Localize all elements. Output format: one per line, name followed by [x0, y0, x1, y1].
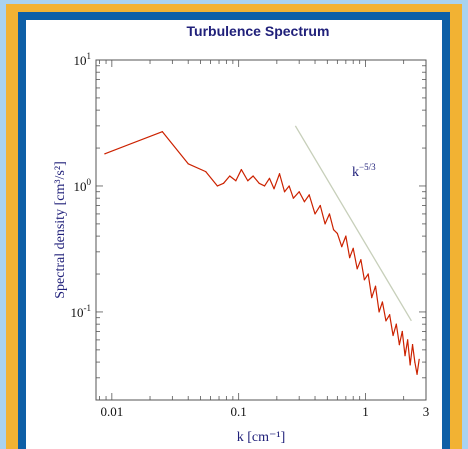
spectrum-data-point — [389, 314, 391, 316]
spectrum-data-point — [247, 180, 249, 182]
y-axis-label: Spectral density [cm³/s²] — [53, 161, 68, 298]
spectrum-data-point — [308, 194, 310, 196]
spectrum-data-point — [263, 185, 266, 187]
y-tick-label: 10-1 — [71, 303, 92, 320]
spectrum-series-points — [104, 131, 420, 375]
spectrum-data-point — [374, 285, 377, 287]
spectrum-data-point — [273, 188, 275, 190]
spectrum-data-point — [381, 301, 384, 303]
axis-ticks — [96, 59, 427, 401]
spectrum-data-point — [328, 213, 331, 215]
spectrum-data-point — [216, 185, 219, 187]
spectrum-data-point — [314, 213, 316, 215]
spectrum-data-point — [298, 191, 300, 193]
spectrum-data-point — [341, 246, 343, 248]
spectrum-data-point — [378, 311, 380, 313]
spectrum-data-point — [409, 364, 411, 366]
spectrum-data-point — [319, 204, 321, 207]
reference-slope-line — [294, 125, 412, 322]
spectrum-data-point — [356, 268, 358, 270]
y-tick-label-exp: 1 — [87, 51, 92, 61]
spectrum-data-point — [416, 373, 418, 375]
spectrum-data-point — [371, 296, 373, 299]
spectrum-data-point — [292, 197, 294, 199]
spectrum-data-point — [324, 223, 326, 225]
spectrum-data-point — [398, 344, 400, 346]
spectrum-data-point — [418, 358, 420, 361]
spectrum-data-point — [352, 247, 354, 249]
spectrum-data-point — [385, 320, 387, 322]
spectrum-data-point — [268, 177, 271, 179]
spectrum-data-point — [283, 191, 286, 193]
spectrum-data-point — [187, 163, 189, 165]
spectrum-data-point — [252, 175, 254, 177]
spectrum-data-point — [104, 153, 106, 155]
reference-slope-label: k−5/3 — [352, 162, 376, 180]
reference-slope-label-base: k — [352, 165, 359, 180]
chart-title: Turbulence Spectrum — [187, 23, 330, 39]
spectrum-data-point — [363, 279, 365, 281]
spectrum-data-point — [235, 180, 237, 182]
spectrum-data-point — [345, 235, 347, 237]
spectrum-data-point — [278, 173, 281, 175]
x-tick-label: 0.1 — [231, 404, 247, 419]
spectrum-data-point — [401, 330, 403, 333]
y-tick-label-base: 10 — [74, 179, 87, 194]
y-tick-label-base: 10 — [71, 305, 84, 320]
spectrum-data-point — [349, 257, 351, 259]
x-axis-label: k [cm⁻¹] — [237, 430, 286, 445]
spectrum-data-point — [336, 232, 338, 235]
spectrum-data-point — [360, 259, 362, 261]
y-tick-label: 100 — [74, 177, 92, 194]
spectrum-data-point — [332, 229, 335, 231]
spectrum-data-point — [392, 334, 394, 337]
reference-slope-label-exp: −5/3 — [359, 162, 376, 172]
spectrum-data-point — [367, 273, 369, 275]
spectrum-data-point — [407, 339, 409, 341]
y-tick-label-base: 10 — [74, 53, 87, 68]
spectrum-data-point — [205, 171, 207, 173]
spectrum-data-point — [411, 344, 414, 346]
y-tick-label-exp: -1 — [84, 303, 92, 313]
spectrum-data-point — [161, 131, 163, 133]
chart-panel — [26, 20, 442, 449]
spectrum-data-point — [240, 168, 242, 171]
spectrum-data-point — [395, 323, 397, 325]
x-tick-label: 0.01 — [100, 404, 123, 419]
spectrum-data-point — [404, 355, 406, 357]
x-tick-label: 1 — [362, 404, 369, 419]
spectrum-data-point — [258, 182, 260, 184]
x-tick-label: 3 — [423, 404, 430, 419]
spectrum-data-point — [288, 185, 290, 187]
spectrum-data-point — [414, 361, 416, 363]
y-tick-label: 101 — [74, 51, 92, 68]
spectrum-data-point — [229, 175, 231, 177]
spectrum-data-point — [222, 182, 225, 184]
y-tick-label-exp: 0 — [87, 177, 92, 187]
plot-frame — [95, 59, 427, 401]
spectrum-data-point — [303, 201, 306, 203]
